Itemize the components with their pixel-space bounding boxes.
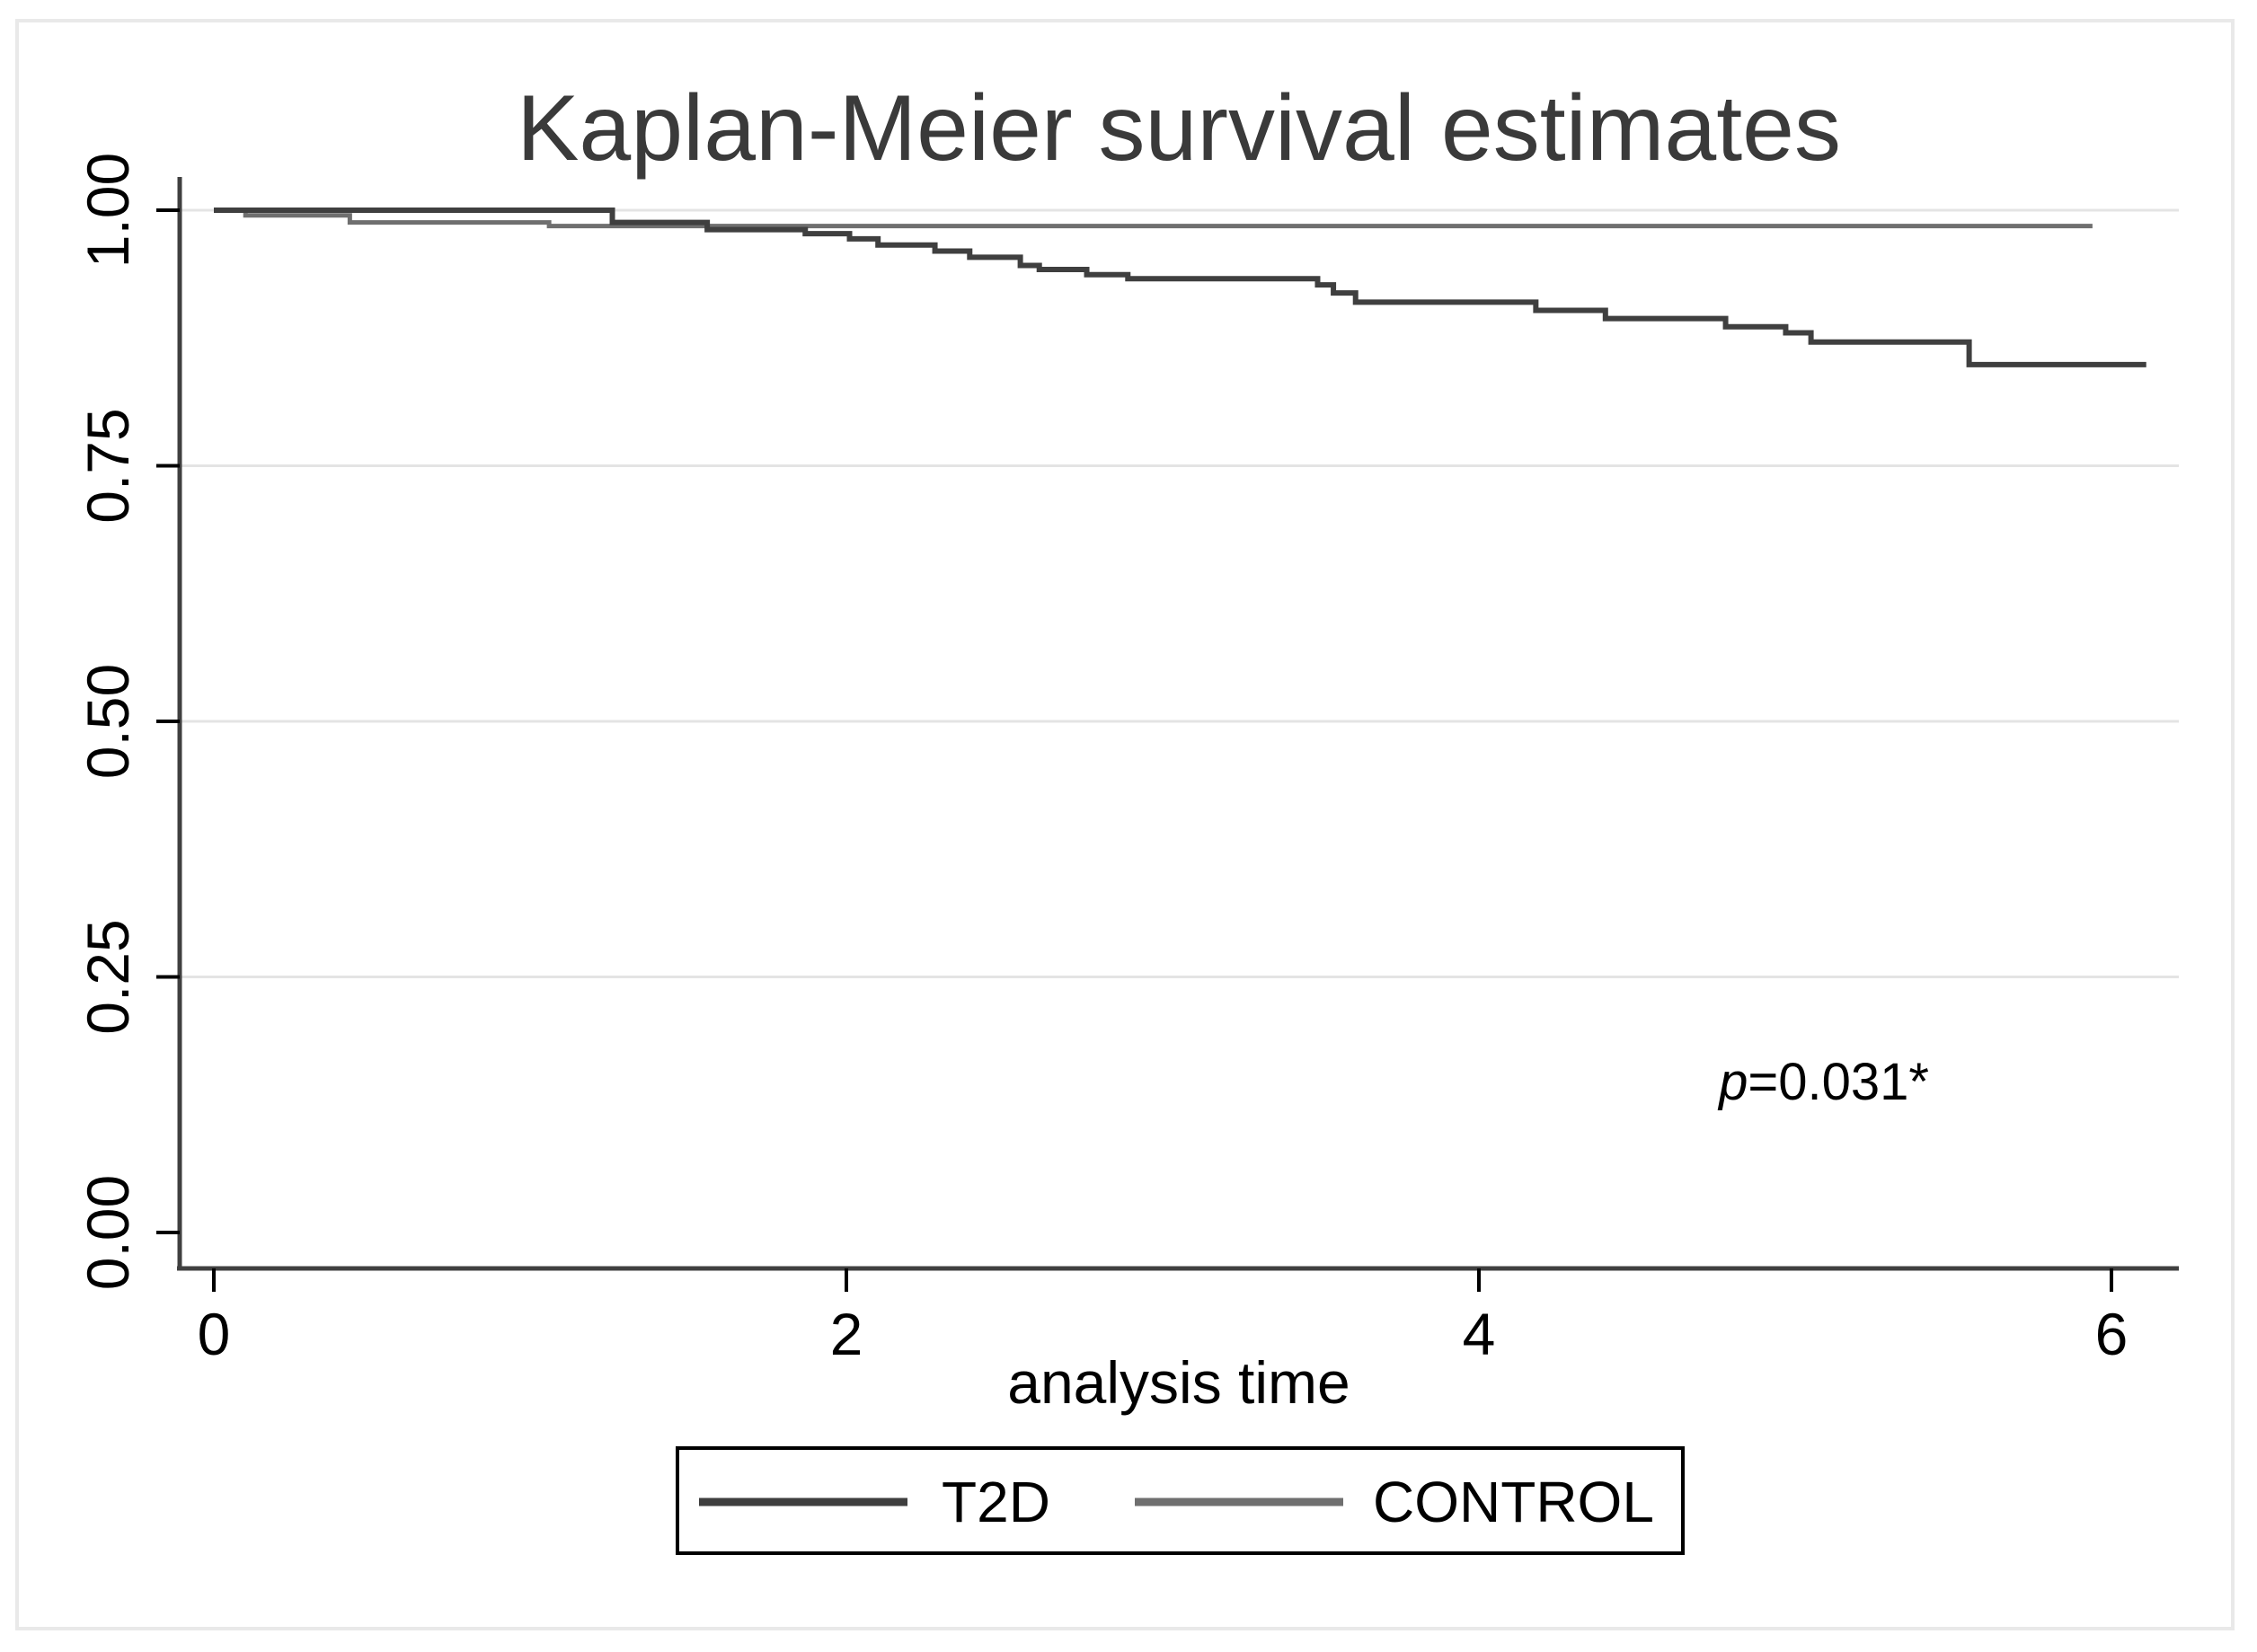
chart-title: Kaplan-Meier survival estimates <box>517 76 1841 181</box>
survival-curves <box>214 208 2146 367</box>
x-tick-label: 6 <box>2095 1301 2129 1367</box>
p-value-annotation: p=0.031* <box>1717 1053 1929 1111</box>
y-tick-label: 0.75 <box>75 408 141 523</box>
gridlines <box>180 208 2179 978</box>
legend-label-control: CONTROL <box>1373 1470 1654 1534</box>
legend-label-t2d: T2D <box>942 1470 1050 1534</box>
y-tick-label: 0.00 <box>75 1175 141 1290</box>
figure-border <box>15 19 2235 1630</box>
x-tick-label: 4 <box>1463 1301 1496 1367</box>
x-tick-label: 0 <box>198 1301 231 1367</box>
y-axis-ticks: 0.00 0.25 0.50 0.75 1.00 <box>75 153 180 1290</box>
y-tick-label: 1.00 <box>75 153 141 268</box>
axes: 0.00 0.25 0.50 0.75 1.00 0 2 4 6 <box>75 153 2179 1367</box>
y-tick-label: 0.25 <box>75 919 141 1034</box>
p-symbol: p <box>1717 1053 1748 1111</box>
p-value-text: =0.031* <box>1748 1053 1929 1111</box>
x-tick-label: 2 <box>830 1301 863 1367</box>
x-axis-title: analysis time <box>1007 1349 1350 1416</box>
x-axis-ticks: 0 2 4 6 <box>198 1268 2129 1367</box>
y-tick-label: 0.50 <box>75 664 141 779</box>
legend: T2D CONTROL <box>676 1446 1685 1555</box>
t2d-curve <box>214 208 2146 367</box>
